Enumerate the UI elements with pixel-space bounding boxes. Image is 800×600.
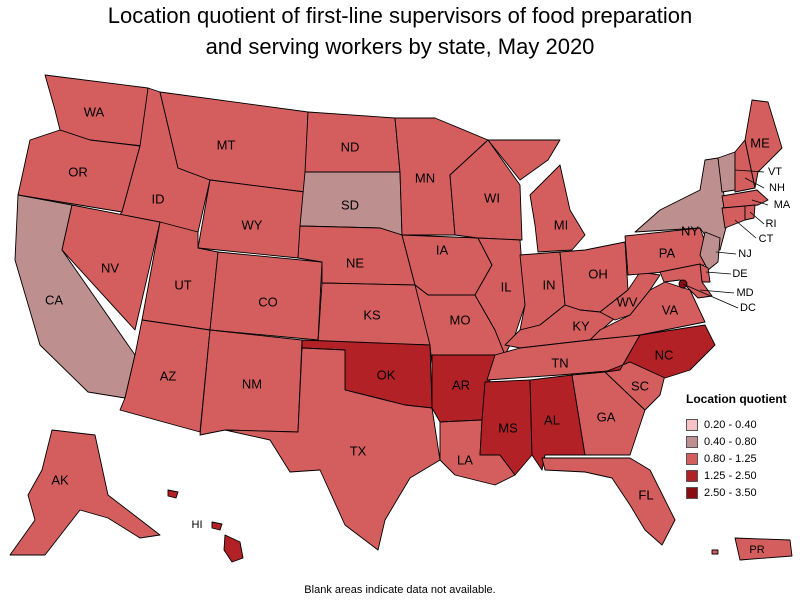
state-nv[interactable] bbox=[61, 204, 161, 331]
label-ut: UT bbox=[174, 278, 191, 293]
label-ak: AK bbox=[51, 473, 69, 488]
label-al: AL bbox=[544, 413, 560, 428]
label-ca: CA bbox=[45, 293, 63, 308]
label-mi: MI bbox=[554, 218, 568, 233]
legend-row: 0.40 - 0.80 bbox=[686, 433, 798, 450]
state-hi[interactable] bbox=[167, 489, 244, 563]
state-labels: WA OR CA ID NV MT WY UT AZ CO NM ND SD N… bbox=[45, 105, 791, 557]
map-title-line-2: and serving workers by state, May 2020 bbox=[205, 34, 595, 59]
label-hi: HI bbox=[192, 519, 203, 531]
state-nj[interactable] bbox=[699, 231, 721, 271]
state-nc[interactable] bbox=[604, 324, 716, 379]
map-title: Location quotient of first-line supervis… bbox=[0, 0, 800, 62]
legend-swatch bbox=[686, 486, 698, 499]
label-ok: OK bbox=[377, 368, 396, 383]
legend-label: 0.40 - 0.80 bbox=[704, 435, 757, 448]
state-pr[interactable] bbox=[734, 537, 793, 561]
state-ak[interactable] bbox=[9, 429, 161, 556]
legend-row: 0.20 - 0.40 bbox=[686, 416, 798, 433]
legend-label: 1.25 - 2.50 bbox=[704, 469, 757, 482]
state-mi[interactable] bbox=[487, 139, 586, 253]
label-ar: AR bbox=[452, 378, 470, 393]
legend-swatch bbox=[686, 452, 698, 465]
label-pa: PA bbox=[659, 246, 676, 261]
state-me[interactable] bbox=[744, 99, 783, 189]
map-title-line-1: Location quotient of first-line supervis… bbox=[107, 3, 693, 28]
label-dc: DC bbox=[740, 302, 756, 314]
label-wy: WY bbox=[242, 218, 263, 233]
label-or: OR bbox=[68, 165, 88, 180]
callout-lines bbox=[682, 169, 769, 309]
legend-row: 1.25 - 2.50 bbox=[686, 467, 798, 484]
label-wv: WV bbox=[617, 295, 638, 310]
label-wa: WA bbox=[84, 105, 105, 120]
label-nc: NC bbox=[655, 348, 674, 363]
legend-label: 0.80 - 1.25 bbox=[704, 452, 757, 465]
pr-islet bbox=[711, 549, 719, 555]
label-nm: NM bbox=[242, 377, 262, 392]
label-id: ID bbox=[152, 192, 165, 207]
legend-label: 0.20 - 0.40 bbox=[704, 418, 757, 431]
state-tx[interactable] bbox=[224, 347, 441, 551]
legend-row: 0.80 - 1.25 bbox=[686, 450, 798, 467]
label-ma: MA bbox=[774, 199, 791, 211]
label-ct: CT bbox=[759, 233, 774, 245]
label-mo: MO bbox=[450, 313, 471, 328]
label-nv: NV bbox=[101, 261, 119, 276]
label-nh: NH bbox=[769, 182, 785, 194]
state-ma[interactable] bbox=[721, 189, 769, 209]
state-ct[interactable] bbox=[721, 205, 746, 229]
label-ia: IA bbox=[436, 243, 449, 258]
label-wi: WI bbox=[484, 191, 500, 206]
label-pr: PR bbox=[749, 544, 764, 556]
label-ms: MS bbox=[498, 421, 518, 436]
legend-title: Location quotient bbox=[686, 392, 787, 406]
label-mt: MT bbox=[217, 138, 236, 153]
label-me: ME bbox=[750, 136, 770, 151]
label-tx: TX bbox=[350, 444, 367, 459]
state-fl[interactable] bbox=[541, 457, 676, 546]
label-sd: SD bbox=[341, 198, 359, 213]
label-mn: MN bbox=[415, 171, 435, 186]
legend-row: 2.50 - 3.50 bbox=[686, 484, 798, 501]
legend: Location quotient 0.20 - 0.40 0.40 - 0.8… bbox=[686, 392, 798, 501]
label-fl: FL bbox=[638, 488, 653, 503]
label-in: IN bbox=[543, 278, 556, 293]
label-az: AZ bbox=[160, 369, 177, 384]
label-md: MD bbox=[736, 287, 753, 299]
label-ks: KS bbox=[363, 308, 381, 323]
label-ga: GA bbox=[597, 410, 616, 425]
label-la: LA bbox=[457, 453, 473, 468]
footnote: Blank areas indicate data not available. bbox=[304, 584, 496, 596]
label-ri: RI bbox=[766, 218, 777, 230]
state-wv[interactable] bbox=[599, 271, 661, 321]
legend-label: 2.50 - 3.50 bbox=[704, 486, 757, 499]
label-tn: TN bbox=[551, 356, 568, 371]
label-il: IL bbox=[501, 280, 512, 295]
label-co: CO bbox=[258, 295, 278, 310]
label-nj: NJ bbox=[738, 248, 751, 260]
label-vt: VT bbox=[768, 166, 782, 178]
label-de: DE bbox=[732, 268, 747, 280]
label-oh: OH bbox=[588, 267, 608, 282]
label-va: VA bbox=[662, 303, 679, 318]
label-sc: SC bbox=[631, 379, 649, 394]
label-nd: ND bbox=[341, 140, 360, 155]
label-ny: NY bbox=[681, 224, 699, 239]
legend-swatch bbox=[686, 469, 698, 482]
legend-swatch bbox=[686, 418, 698, 431]
legend-swatch bbox=[686, 435, 698, 448]
label-ky: KY bbox=[572, 319, 590, 334]
label-ne: NE bbox=[346, 256, 364, 271]
